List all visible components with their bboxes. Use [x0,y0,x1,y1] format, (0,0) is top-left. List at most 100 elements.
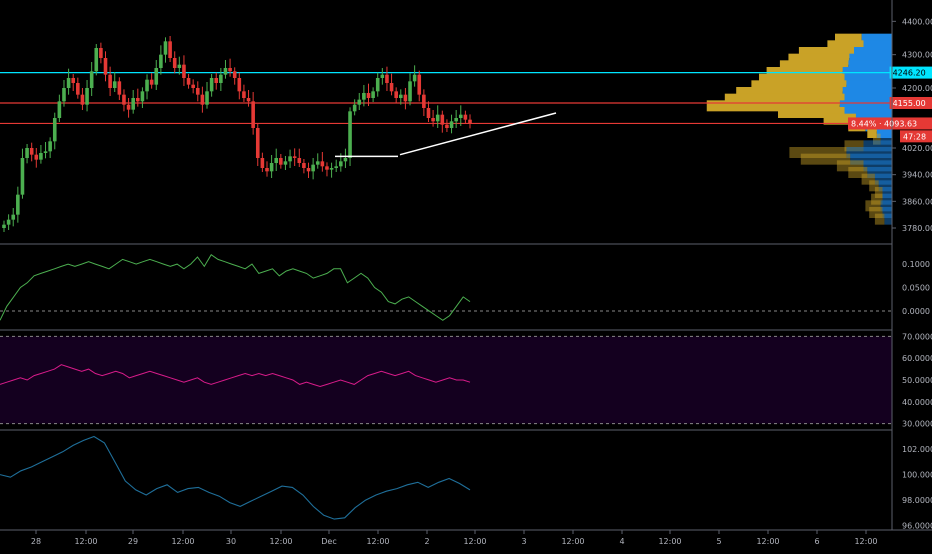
candle-body[interactable] [237,78,242,92]
candle-body[interactable] [103,58,108,75]
candle-body[interactable] [195,88,200,95]
candle-body[interactable] [154,68,159,85]
osc1-series-line[interactable] [0,253,471,321]
candle-body[interactable] [435,114,440,122]
candle-body[interactable] [440,114,445,125]
candle-body[interactable] [219,74,223,83]
candle-body[interactable] [39,153,43,160]
candle-body[interactable] [71,78,76,83]
candle-body[interactable] [126,104,131,110]
candle-body[interactable] [454,118,458,122]
oscillator-pane-1[interactable]: 0.1000 0.0500 0.0000 [0,253,930,321]
candle-body[interactable] [398,94,403,98]
candle-body[interactable] [43,151,48,153]
candle-body[interactable] [34,154,39,160]
candle-body[interactable] [292,156,297,158]
candle-body[interactable] [200,94,205,105]
price-pane[interactable]: 4400.00 4300.00 4200.00 4020.00 3940.00 3860.… [0,17,932,233]
candle-body[interactable] [315,161,320,165]
candle-body[interactable] [168,41,172,58]
candle-body[interactable] [2,224,6,228]
candle-body[interactable] [352,104,357,112]
candle-body[interactable] [458,114,463,118]
candle-body[interactable] [408,81,412,102]
candle-body[interactable] [11,214,16,220]
candle-body[interactable] [191,84,195,88]
candle-body[interactable] [348,111,352,158]
candle-body[interactable] [468,119,472,123]
candle-body[interactable] [172,58,177,68]
candle-body[interactable] [149,79,154,85]
candle-body[interactable] [255,128,260,158]
candle-body[interactable] [311,164,315,172]
oscillator-pane-2[interactable]: 102.0000 100.0000 98.0000 96.0000 [0,435,932,531]
candle-body[interactable] [140,91,145,102]
rsi-pane[interactable]: 70.0000 60.0000 50.0000 40.0000 30.0000 [0,332,932,429]
candle-body[interactable] [182,64,186,78]
candle-body[interactable] [426,108,431,118]
candle-body[interactable] [94,48,99,72]
candle-body[interactable] [403,94,408,102]
candle-body[interactable] [177,64,182,68]
candle-body[interactable] [246,98,251,102]
candle-body[interactable] [279,158,283,165]
osc2-series-line[interactable] [0,435,471,520]
candle-body[interactable] [306,168,311,172]
candle-body[interactable] [232,71,237,78]
candle-body[interactable] [412,74,417,82]
candle-body[interactable] [251,101,255,128]
candle-body[interactable] [159,54,163,68]
candle-body[interactable] [339,161,343,167]
candle-body[interactable] [385,74,389,83]
candle-body[interactable] [302,163,306,168]
candle-body[interactable] [112,81,117,88]
candle-body[interactable] [52,118,57,142]
candle-body[interactable] [62,88,66,102]
time-axis[interactable]: 28 12:00 29 12:00 30 12:00 Dec 12:00 2 12:00 3 12:0… [31,530,878,546]
candle-body[interactable] [357,99,362,105]
candle-body[interactable] [297,158,302,163]
candle-body[interactable] [25,148,29,158]
candle-body[interactable] [375,78,380,92]
candle-body[interactable] [6,219,11,225]
candle-body[interactable] [145,79,149,92]
candle-body[interactable] [389,83,394,92]
candle-body[interactable] [228,68,232,72]
candle-body[interactable] [223,68,228,75]
candle-body[interactable] [48,141,52,152]
candle-body[interactable] [362,93,366,100]
candle-body[interactable] [20,158,25,195]
candle-body[interactable] [445,124,449,128]
candle-body[interactable] [80,94,85,105]
rsi-series-line[interactable] [0,364,471,388]
candle-body[interactable] [242,91,246,98]
candle-body[interactable] [89,71,94,88]
candle-body[interactable] [269,163,274,172]
candle-body[interactable] [205,91,209,105]
candle-body[interactable] [16,194,20,215]
candle-body[interactable] [325,166,329,170]
candle-body[interactable] [131,98,135,110]
candle-body[interactable] [288,156,292,162]
candle-body[interactable] [122,94,126,105]
candle-body[interactable] [371,91,375,98]
candle-body[interactable] [108,74,112,88]
candle-body[interactable] [449,121,454,128]
candle-body[interactable] [117,81,122,95]
candle-body[interactable] [186,78,191,85]
candle-body[interactable] [29,148,34,155]
candle-body[interactable] [394,91,398,98]
candle-body[interactable] [163,41,168,55]
candle-body[interactable] [265,168,269,172]
candle-body[interactable] [76,83,80,95]
candle-body[interactable] [334,166,338,168]
candle-body[interactable] [320,161,325,167]
candle-body[interactable] [85,88,89,105]
trend-line-drawing[interactable] [399,112,557,156]
candle-body[interactable] [422,94,426,108]
candle-body[interactable] [463,114,468,120]
candle-body[interactable] [343,158,348,162]
candle-body[interactable] [417,74,422,95]
